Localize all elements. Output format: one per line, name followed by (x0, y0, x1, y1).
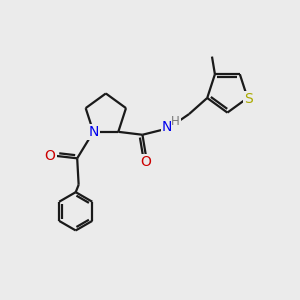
Text: N: N (88, 125, 99, 139)
Text: H: H (171, 115, 180, 128)
Text: S: S (244, 92, 253, 106)
Text: O: O (140, 155, 152, 170)
Text: O: O (45, 149, 56, 163)
Text: N: N (162, 120, 172, 134)
